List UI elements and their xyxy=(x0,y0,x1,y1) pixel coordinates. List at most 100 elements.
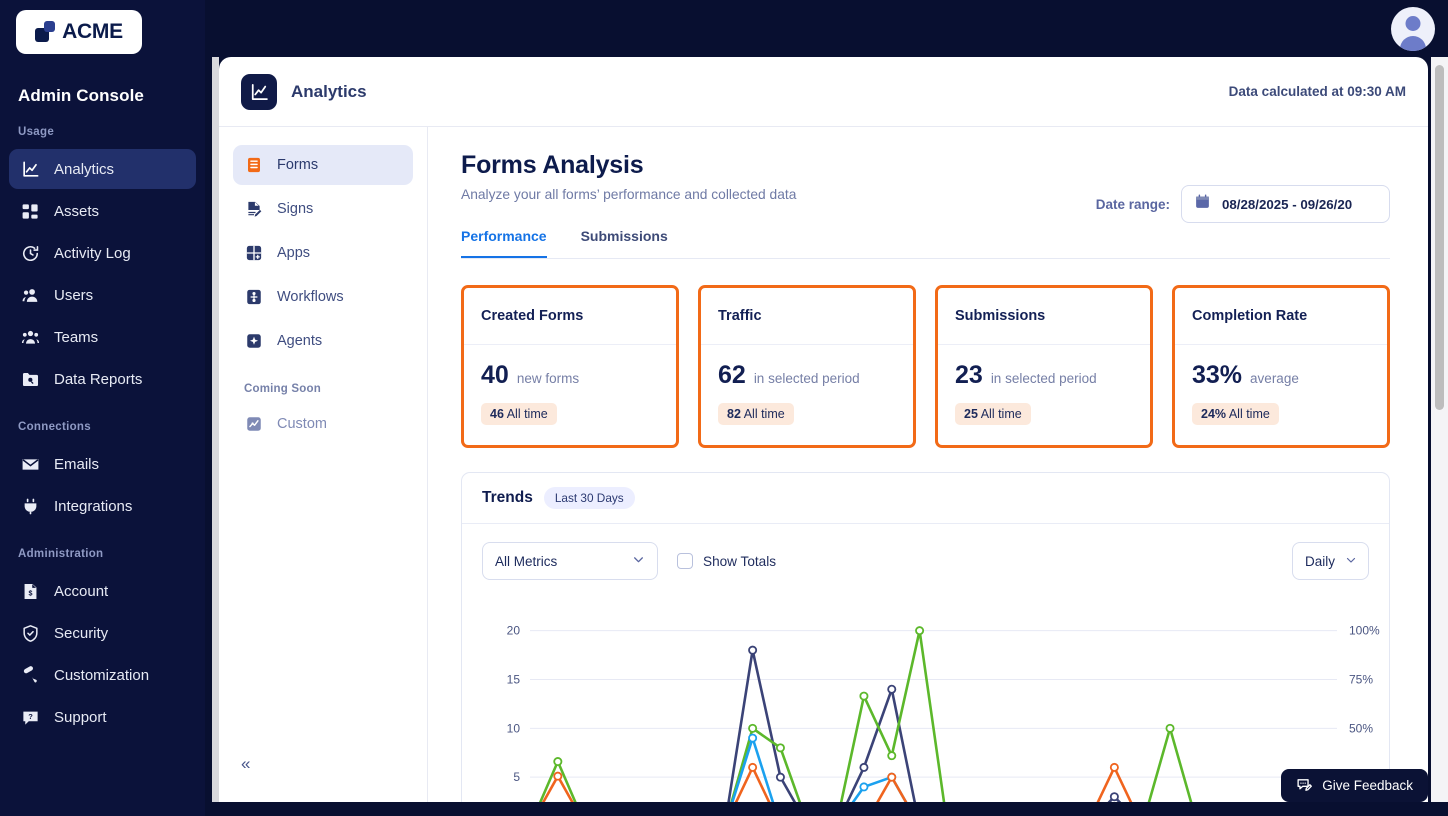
chevrons-left-icon: « xyxy=(241,754,251,773)
stat-card-value: 62 xyxy=(718,361,746,389)
give-feedback-button[interactable]: Give Feedback xyxy=(1281,769,1428,802)
trends-chart[interactable]: 5 10 15 20 50% 75% 100% xyxy=(462,602,1389,802)
stat-card-created-forms[interactable]: Created Forms 40 new forms 46 All time xyxy=(461,285,679,448)
stat-card-title: Created Forms xyxy=(464,288,676,345)
sidebar-item-security[interactable]: Security xyxy=(9,613,196,653)
stat-card-alltime-badge: 25 All time xyxy=(955,403,1031,425)
stat-card-alltime-badge: 24% All time xyxy=(1192,403,1279,425)
svg-text:10: 10 xyxy=(507,721,521,735)
stat-card-unit: new forms xyxy=(516,371,580,386)
brand-logo[interactable]: ACME xyxy=(0,0,205,54)
collapse-sidebar-button[interactable]: « xyxy=(241,755,250,772)
sparkle-agent-icon xyxy=(244,331,264,351)
user-avatar-icon xyxy=(1405,16,1421,31)
subnav-item-label: Signs xyxy=(277,201,314,217)
metrics-select[interactable]: All Metrics xyxy=(482,542,658,580)
page-title: Forms Analysis xyxy=(461,151,644,179)
panel-left-shadow xyxy=(212,57,219,802)
panel-header: Analytics Data calculated at 09:30 AM xyxy=(219,57,1428,127)
sidebar-item-activity-log[interactable]: Activity Log xyxy=(9,233,196,273)
date-range-label: Date range: xyxy=(1095,196,1170,212)
tab-bar: Performance Submissions xyxy=(461,228,1390,259)
sidebar-item-support[interactable]: ? Support xyxy=(9,697,196,737)
tab-submissions[interactable]: Submissions xyxy=(580,228,668,244)
sidebar-item-customization[interactable]: Customization xyxy=(9,655,196,695)
stat-card-unit: in selected period xyxy=(753,371,860,386)
subnav-item-signs[interactable]: Signs xyxy=(233,189,413,229)
stat-card-title: Completion Rate xyxy=(1175,288,1387,345)
stat-card-alltime-label: All time xyxy=(506,407,548,421)
chevron-down-icon xyxy=(1345,554,1357,569)
subnav-item-label: Custom xyxy=(277,416,327,432)
trends-controls: All Metrics Show Totals Daily xyxy=(462,524,1389,580)
sidebar-item-label: Integrations xyxy=(54,497,133,515)
trends-chart-svg: 5 10 15 20 50% 75% 100% xyxy=(507,624,1380,802)
stat-card-row: Created Forms 40 new forms 46 All time xyxy=(461,285,1390,448)
stat-card-alltime-label: All time xyxy=(1228,407,1270,421)
subnav-item-forms[interactable]: Forms xyxy=(233,145,413,185)
stat-card-alltime-value: 82 xyxy=(727,407,741,421)
sidebar-item-integrations[interactable]: Integrations xyxy=(9,486,196,526)
stat-card-alltime-value: 46 xyxy=(490,407,504,421)
date-range-input[interactable]: 08/28/2025 - 09/26/20 xyxy=(1181,185,1390,223)
tab-performance[interactable]: Performance xyxy=(461,228,547,258)
trends-panel: Trends Last 30 Days All Metrics Show Tot… xyxy=(461,472,1390,802)
analytics-chart-icon xyxy=(241,73,277,110)
envelope-icon xyxy=(20,454,40,474)
date-range-value: 08/28/2025 - 09/26/20 xyxy=(1222,196,1353,212)
top-bar xyxy=(205,0,1448,57)
panel-title: Analytics xyxy=(291,81,367,101)
metrics-select-value: All Metrics xyxy=(495,553,558,569)
granularity-select[interactable]: Daily xyxy=(1292,542,1369,580)
show-totals-checkbox[interactable]: Show Totals xyxy=(677,553,776,569)
svg-text:$: $ xyxy=(28,589,32,597)
sidebar-item-users[interactable]: Users xyxy=(9,275,196,315)
users-icon xyxy=(20,285,40,305)
stat-card-value: 23 xyxy=(955,361,983,389)
chart-line-icon xyxy=(20,159,40,179)
stat-card-completion-rate[interactable]: Completion Rate 33% average 24% All time xyxy=(1172,285,1390,448)
subnav-item-label: Workflows xyxy=(277,289,344,305)
sidebar-item-data-reports[interactable]: Data Reports xyxy=(9,359,196,399)
nav-group-administration-label: Administration xyxy=(18,548,104,560)
stat-card-submissions[interactable]: Submissions 23 in selected period 25 All… xyxy=(935,285,1153,448)
primary-sidebar: ACME Admin Console Usage Analytics Asset… xyxy=(0,0,205,816)
analytics-panel: Analytics Data calculated at 09:30 AM Fo… xyxy=(219,57,1428,802)
sidebar-item-label: Assets xyxy=(54,202,100,220)
stat-card-title: Submissions xyxy=(938,288,1150,345)
signature-doc-icon xyxy=(244,199,264,219)
trends-range-chip: Last 30 Days xyxy=(543,487,635,509)
svg-text:15: 15 xyxy=(507,672,521,686)
nav-group-usage-label: Usage xyxy=(18,126,55,138)
subnav-item-apps[interactable]: Apps xyxy=(233,233,413,273)
brand-name: ACME xyxy=(62,20,123,43)
svg-text:5: 5 xyxy=(513,770,520,784)
sidebar-item-account[interactable]: $ Account xyxy=(9,571,196,611)
sidebar-item-emails[interactable]: Emails xyxy=(9,444,196,484)
sidebar-item-teams[interactable]: Teams xyxy=(9,317,196,357)
sidebar-item-analytics[interactable]: Analytics xyxy=(9,149,196,189)
stat-card-title: Traffic xyxy=(701,288,913,345)
invoice-icon: $ xyxy=(20,581,40,601)
help-chat-icon: ? xyxy=(20,707,40,727)
workflow-nodes-icon xyxy=(244,287,264,307)
subnav-item-label: Apps xyxy=(277,245,311,261)
scrollbar-track[interactable] xyxy=(1431,57,1448,802)
subnav-item-custom[interactable]: Custom xyxy=(233,404,413,444)
stat-card-alltime-label: All time xyxy=(980,407,1022,421)
sidebar-item-label: Data Reports xyxy=(54,370,143,388)
granularity-select-value: Daily xyxy=(1305,553,1336,569)
sidebar-item-assets[interactable]: Assets xyxy=(9,191,196,231)
sidebar-item-label: Activity Log xyxy=(54,244,131,262)
trends-header: Trends Last 30 Days xyxy=(462,473,1389,524)
secondary-sidebar: Forms Signs Apps Workflows Agents Coming… xyxy=(219,127,428,802)
avatar[interactable] xyxy=(1391,7,1435,51)
scrollbar-thumb[interactable] xyxy=(1435,65,1444,410)
console-title: Admin Console xyxy=(18,86,144,105)
subnav-item-workflows[interactable]: Workflows xyxy=(233,277,413,317)
give-feedback-label: Give Feedback xyxy=(1322,778,1413,793)
subnav-item-agents[interactable]: Agents xyxy=(233,321,413,361)
sidebar-item-label: Users xyxy=(54,286,94,304)
svg-text:75%: 75% xyxy=(1349,672,1373,686)
stat-card-traffic[interactable]: Traffic 62 in selected period 82 All tim… xyxy=(698,285,916,448)
